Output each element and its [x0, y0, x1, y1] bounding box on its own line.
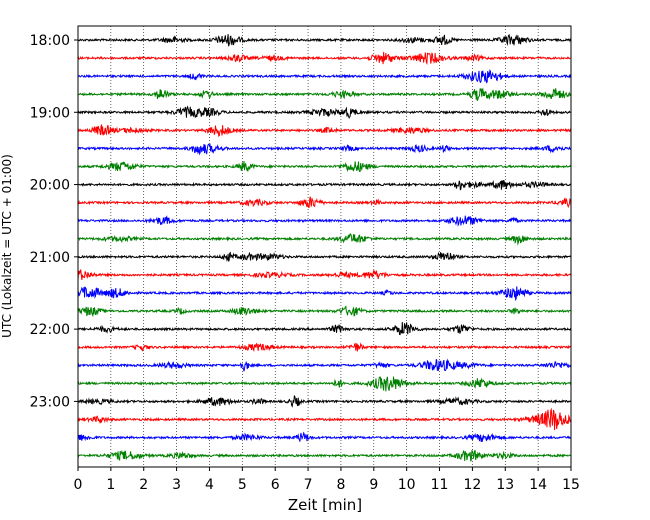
plot-frame — [77, 25, 572, 468]
trace-1830 — [77, 69, 572, 84]
trace-1900 — [77, 105, 572, 119]
y-tick-label: 22:00 — [30, 322, 70, 338]
trace-1815 — [77, 51, 572, 66]
y-tick-label: 18:00 — [30, 33, 70, 49]
y-tick-label: 23:00 — [30, 394, 70, 410]
x-tick-label: 15 — [562, 477, 580, 493]
x-tick-label: 13 — [496, 477, 514, 493]
trace-1800 — [77, 33, 572, 47]
trace-2330 — [77, 431, 572, 442]
trace-1845 — [77, 87, 572, 101]
trace-2215 — [77, 342, 572, 352]
y-axis-label: UTC (Lokalzeit = UTC + 01:00) — [0, 154, 14, 338]
x-tick-label: 0 — [74, 477, 83, 493]
trace-2200 — [77, 321, 572, 336]
x-axis-ticks: 0 1 2 3 4 5 6 7 8 9 10 11 12 13 14 15 — [74, 467, 580, 493]
y-tick-label: 21:00 — [30, 250, 70, 266]
x-tick-label: 7 — [304, 477, 313, 493]
y-tick-label: 19:00 — [30, 105, 70, 121]
y-axis-ticks: 18:00 19:00 20:00 21:00 22:00 23:00 — [30, 33, 78, 410]
seismic-traces — [77, 33, 572, 462]
trace-1945 — [77, 160, 572, 173]
x-tick-label: 14 — [529, 477, 547, 493]
trace-2245 — [77, 376, 572, 392]
x-tick-label: 8 — [336, 477, 345, 493]
trace-2230 — [77, 358, 572, 372]
y-tick-label: 20:00 — [30, 178, 70, 194]
trace-2345 — [77, 449, 572, 462]
trace-2300 — [77, 395, 572, 408]
trace-1915 — [77, 124, 572, 137]
x-tick-label: 12 — [463, 477, 481, 493]
trace-2015 — [77, 196, 572, 209]
trace-2000 — [77, 179, 572, 191]
x-tick-label: 1 — [106, 477, 115, 493]
x-tick-label: 9 — [369, 477, 378, 493]
x-tick-label: 2 — [139, 477, 148, 493]
x-tick-label: 4 — [205, 477, 214, 493]
x-tick-label: 6 — [271, 477, 280, 493]
x-tick-label: 3 — [172, 477, 181, 493]
trace-2030 — [77, 215, 572, 227]
trace-2045 — [77, 233, 572, 246]
trace-2130 — [77, 286, 572, 302]
trace-2115 — [77, 268, 572, 281]
trace-2145 — [77, 305, 572, 318]
trace-2100 — [77, 251, 572, 262]
trace-2315 — [77, 407, 572, 431]
trace-1930 — [77, 143, 572, 156]
x-tick-label: 11 — [431, 477, 449, 493]
x-tick-label: 10 — [398, 477, 416, 493]
x-tick-label: 5 — [238, 477, 247, 493]
x-axis-label: Zeit [min] — [288, 496, 362, 514]
